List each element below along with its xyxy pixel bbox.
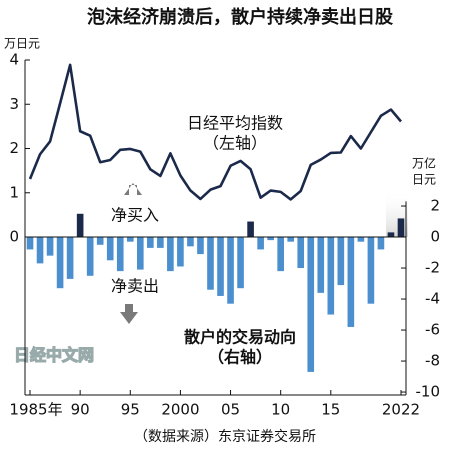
bar (187, 237, 194, 247)
bar (147, 237, 154, 248)
annotation: 净卖出 (111, 277, 159, 296)
x-tick-label: 1985年 (9, 401, 62, 419)
watermark: 日经中文网 (14, 346, 94, 365)
y-tick-label: 1 (9, 183, 19, 201)
bar (287, 237, 295, 242)
bar (307, 237, 315, 372)
bar (197, 237, 204, 255)
y-tick-label: 0 (9, 228, 19, 246)
y2-unit: 万亿 (412, 156, 436, 171)
bar (167, 237, 174, 272)
bar (337, 237, 345, 286)
bar (116, 237, 124, 272)
bar (357, 237, 365, 242)
annotation: 散户的交易动向 (184, 328, 296, 347)
y2-tick-label: -2 (425, 259, 440, 277)
bar (157, 237, 164, 248)
x-tick-label: 2022 (382, 401, 420, 419)
bar (227, 237, 234, 304)
bar (106, 237, 114, 261)
bar (247, 221, 254, 238)
bar (126, 237, 134, 242)
y-tick-label: 4 (9, 51, 19, 69)
y2-tick-label: 2 (430, 197, 440, 215)
bar (237, 237, 244, 289)
arrow-down (120, 304, 138, 324)
annotation: （左轴） (203, 134, 267, 153)
bar (377, 237, 385, 250)
y-unit: 万日元 (4, 37, 40, 51)
annotation: （右轴） (208, 348, 272, 367)
bar (297, 237, 305, 269)
x-tick-label: 90 (71, 401, 90, 419)
bar (367, 237, 375, 304)
bar (267, 237, 274, 241)
bar (327, 237, 335, 315)
chart-title: 泡沫经济崩溃后，散户持续净卖出日股 (87, 6, 394, 28)
annotation: 净买入 (111, 206, 159, 225)
bar (177, 237, 184, 267)
y2-tick-label: -6 (425, 321, 440, 339)
bar (347, 237, 355, 327)
arrow-up (124, 183, 142, 195)
line (28, 63, 402, 201)
bar (96, 237, 104, 245)
bar (207, 237, 214, 290)
y-tick-label: 3 (9, 95, 19, 113)
bar (36, 237, 44, 264)
annotation: 日经平均指数 (187, 114, 283, 133)
bar (26, 237, 34, 250)
bar (76, 213, 84, 238)
bar (136, 237, 144, 270)
y2-unit: 日元 (412, 173, 436, 187)
y-tick-label: 2 (9, 139, 19, 157)
x-tick-label: 15 (321, 401, 340, 419)
bar (217, 237, 224, 296)
bar (387, 232, 395, 238)
bar (397, 218, 405, 238)
x-tick-label: 2000 (161, 401, 199, 419)
bar (317, 237, 325, 293)
x-tick-label: 05 (221, 401, 240, 419)
y2-tick-label: -8 (425, 352, 440, 370)
y2-tick-label: -4 (425, 290, 440, 308)
bar (66, 237, 74, 279)
bar (56, 237, 64, 289)
bar (86, 237, 94, 276)
bar (277, 237, 284, 272)
shade (386, 190, 408, 237)
bar (46, 237, 54, 256)
y2-tick-label: 0 (430, 228, 440, 246)
x-tick-label: 10 (271, 401, 290, 419)
x-tick-label: 95 (121, 401, 140, 419)
y2-tick-label: -10 (416, 383, 441, 401)
bar (257, 237, 264, 250)
source: （数据来源）东京证券交易所 (134, 428, 316, 445)
